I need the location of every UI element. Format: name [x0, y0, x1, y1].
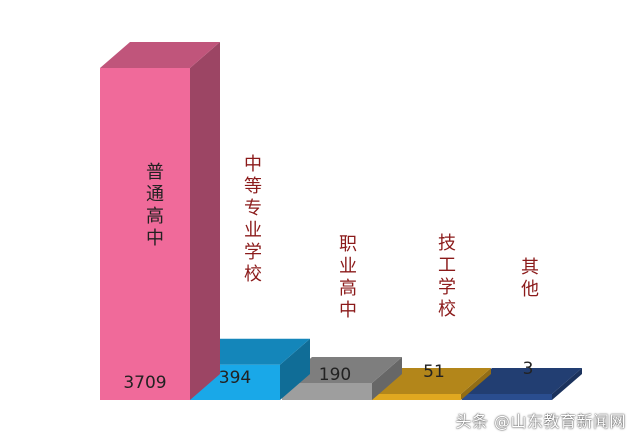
- value-label-0: 3709: [123, 373, 166, 393]
- bar-2-front: [282, 382, 372, 400]
- bar-4-side: [552, 368, 582, 400]
- category-label-1: 中等专业学校: [244, 154, 262, 285]
- value-label-3: 51: [423, 362, 445, 382]
- bar-3-front: [371, 394, 461, 400]
- bar-3-side: [461, 368, 491, 400]
- value-label-1: 394: [219, 368, 251, 388]
- bar-0-front: [100, 68, 190, 400]
- bar-1-side: [280, 338, 310, 400]
- category-label-2: 职业高中: [339, 234, 357, 321]
- watermark: 头条 @山东教育新闻网: [455, 412, 626, 431]
- bar-4-top: [462, 368, 582, 394]
- value-label-4: 3: [523, 359, 534, 379]
- bar-0-side: [190, 42, 220, 400]
- bar-2-top: [282, 356, 402, 383]
- value-label-2: 190: [319, 365, 351, 385]
- category-label-0: 普通高中: [146, 162, 164, 249]
- category-label-3: 技工学校: [438, 233, 456, 320]
- category-label-4: 其他: [521, 257, 539, 300]
- bar-2-side: [372, 356, 402, 400]
- bar-4-front: [462, 394, 552, 400]
- bar-0-top: [100, 42, 220, 68]
